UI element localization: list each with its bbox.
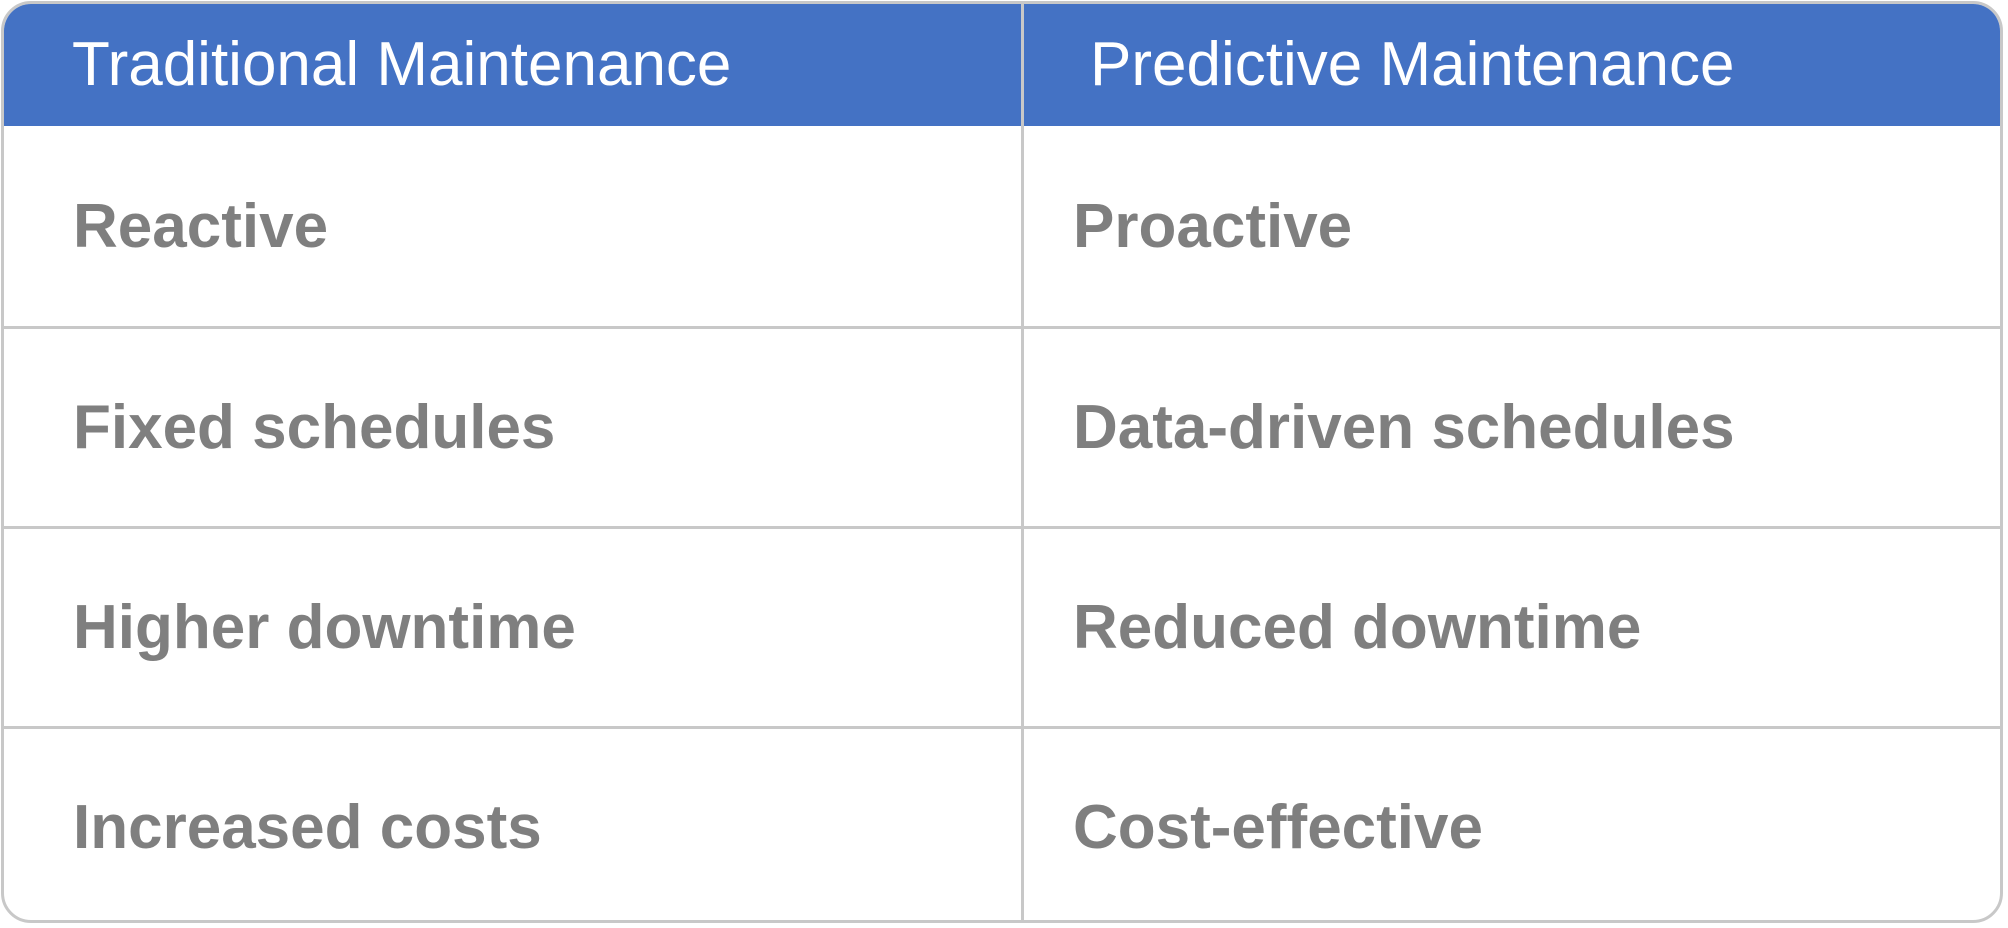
table-row: Reactive Proactive xyxy=(4,126,2000,326)
header-predictive-maintenance: Predictive Maintenance xyxy=(1090,30,1735,99)
table-header-row: Traditional Maintenance Predictive Maint… xyxy=(4,4,2000,126)
table-row: Fixed schedules Data-driven schedules xyxy=(4,326,2000,526)
traditional-cell: Reactive xyxy=(73,191,329,261)
column-divider xyxy=(1021,4,1024,920)
traditional-cell: Fixed schedules xyxy=(73,393,556,462)
predictive-cell: Reduced downtime xyxy=(1073,593,1642,662)
table-row: Higher downtime Reduced downtime xyxy=(4,526,2000,726)
predictive-cell: Proactive xyxy=(1073,191,1353,261)
predictive-cell: Cost-effective xyxy=(1073,793,1483,862)
table-row: Increased costs Cost-effective xyxy=(4,726,2000,920)
traditional-cell: Higher downtime xyxy=(73,593,576,662)
traditional-cell: Increased costs xyxy=(73,793,542,862)
header-traditional-maintenance: Traditional Maintenance xyxy=(72,30,732,99)
predictive-cell: Data-driven schedules xyxy=(1073,393,1735,462)
